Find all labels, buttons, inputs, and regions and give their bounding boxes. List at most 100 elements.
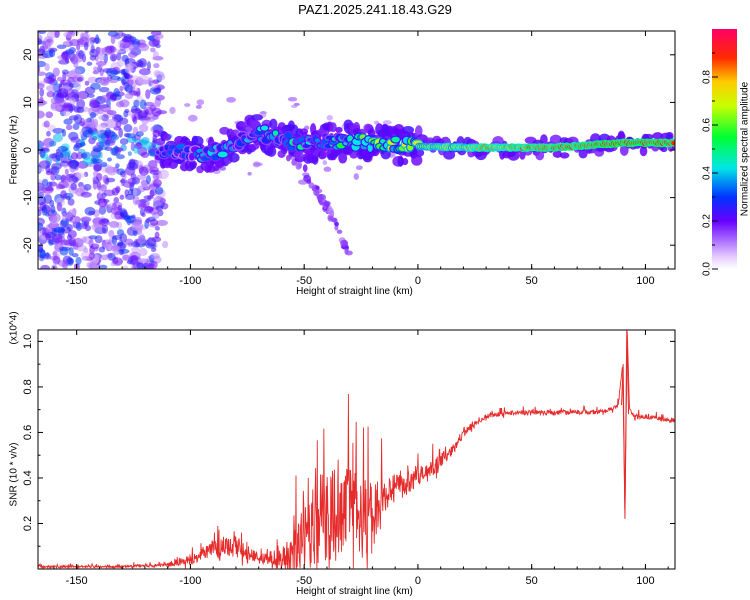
noise-blob	[46, 130, 51, 137]
noise-blob	[121, 78, 126, 86]
noise-blob	[95, 124, 106, 131]
noise-blob	[38, 186, 47, 194]
tone-halo	[411, 154, 423, 166]
noise-blob	[108, 229, 115, 238]
noise-blob	[98, 151, 103, 159]
noise-blob	[100, 161, 108, 168]
noise-blob	[151, 107, 162, 117]
noise-blob	[68, 246, 74, 256]
tone-halo	[549, 134, 562, 145]
spectrogram-area	[38, 31, 675, 269]
noise-blob	[52, 67, 60, 77]
noise-blob	[107, 252, 116, 261]
snr-spike	[621, 330, 630, 519]
noise-blob	[156, 219, 168, 227]
tone-halo	[397, 155, 404, 167]
noise-blob	[287, 96, 298, 102]
branch-blob	[336, 229, 343, 234]
tone-blob-core	[391, 136, 400, 143]
noise-blob	[153, 196, 164, 207]
noise-blob	[68, 39, 80, 47]
noise-blob	[38, 222, 44, 232]
branch-blob	[334, 221, 340, 227]
noise-blob	[67, 258, 74, 265]
noise-blob	[62, 163, 69, 168]
noise-blob	[104, 146, 113, 152]
colorbar-tick-label: 0.8	[702, 70, 713, 84]
noise-blob	[75, 221, 83, 232]
noise-blob	[98, 86, 110, 93]
noise-blob	[152, 51, 159, 61]
branch-blob	[316, 194, 325, 202]
noise-blob	[93, 66, 98, 72]
x-axis-label: Height of straight line (km)	[296, 286, 413, 297]
noise-blob	[107, 157, 112, 162]
snr-plot-area	[38, 330, 675, 569]
noise-blob	[125, 133, 137, 139]
colorbar-tick-label: 0.6	[702, 118, 713, 132]
x-tick-label: 50	[526, 575, 538, 587]
noise-blob	[70, 183, 77, 191]
noise-blob	[74, 172, 86, 178]
noise-blob	[43, 193, 52, 204]
noise-blob	[81, 236, 87, 243]
x-tick-label: -50	[296, 275, 312, 287]
noise-blob	[72, 237, 84, 248]
noise-blob	[128, 188, 134, 196]
tone-blob-core	[217, 151, 228, 158]
noise-blob	[355, 165, 363, 171]
noise-blob	[134, 221, 144, 232]
noise-blob	[77, 76, 83, 82]
noise-blob	[73, 59, 79, 69]
noise-blob	[116, 154, 125, 160]
noise-blob	[109, 53, 118, 62]
noise-blob	[73, 114, 83, 125]
noise-blob	[52, 256, 61, 265]
noise-blob	[76, 106, 85, 114]
noise-blob	[70, 68, 82, 76]
noise-blob	[94, 235, 103, 244]
noise-blob	[146, 237, 157, 247]
tone-blob-core	[272, 130, 279, 137]
noise-blob	[133, 99, 140, 108]
noise-blob	[105, 177, 116, 183]
noise-blob	[143, 195, 154, 200]
noise-blob	[60, 190, 67, 200]
tone-blob-core	[261, 125, 269, 131]
noise-blob	[84, 86, 96, 95]
noise-blob	[117, 59, 124, 67]
noise-blob	[156, 73, 166, 81]
noise-blob	[155, 94, 165, 101]
noise-blob	[74, 80, 82, 91]
noise-blob	[83, 220, 90, 227]
noise-blob	[46, 84, 58, 92]
noise-blob	[143, 205, 154, 214]
noise-blob	[116, 77, 122, 82]
snr-line	[38, 331, 675, 569]
noise-blob	[138, 79, 149, 85]
noise-blob	[128, 158, 136, 169]
noise-blob	[152, 79, 160, 84]
y-tick-label: 0.4	[22, 470, 34, 485]
noise-blob	[46, 90, 55, 98]
noise-blob	[138, 257, 148, 264]
noise-blob	[66, 234, 73, 241]
tone-halo	[228, 152, 240, 163]
branch-blob	[330, 209, 335, 218]
noise-blob	[226, 96, 236, 103]
tone-halo	[299, 128, 309, 135]
x-tick-label: 0	[415, 575, 421, 587]
tone-halo	[652, 132, 663, 140]
noise-blob	[119, 138, 129, 145]
noise-blob	[71, 253, 79, 258]
noise-blob	[131, 177, 141, 185]
y-scale-label: (x10^4)	[9, 311, 20, 344]
noise-blob	[152, 129, 161, 138]
noise-blob	[127, 151, 132, 156]
noise-blob	[38, 209, 42, 217]
noise-blob	[98, 246, 106, 253]
noise-blob	[43, 36, 54, 47]
noise-blob	[61, 212, 67, 222]
noise-blob	[150, 31, 162, 36]
